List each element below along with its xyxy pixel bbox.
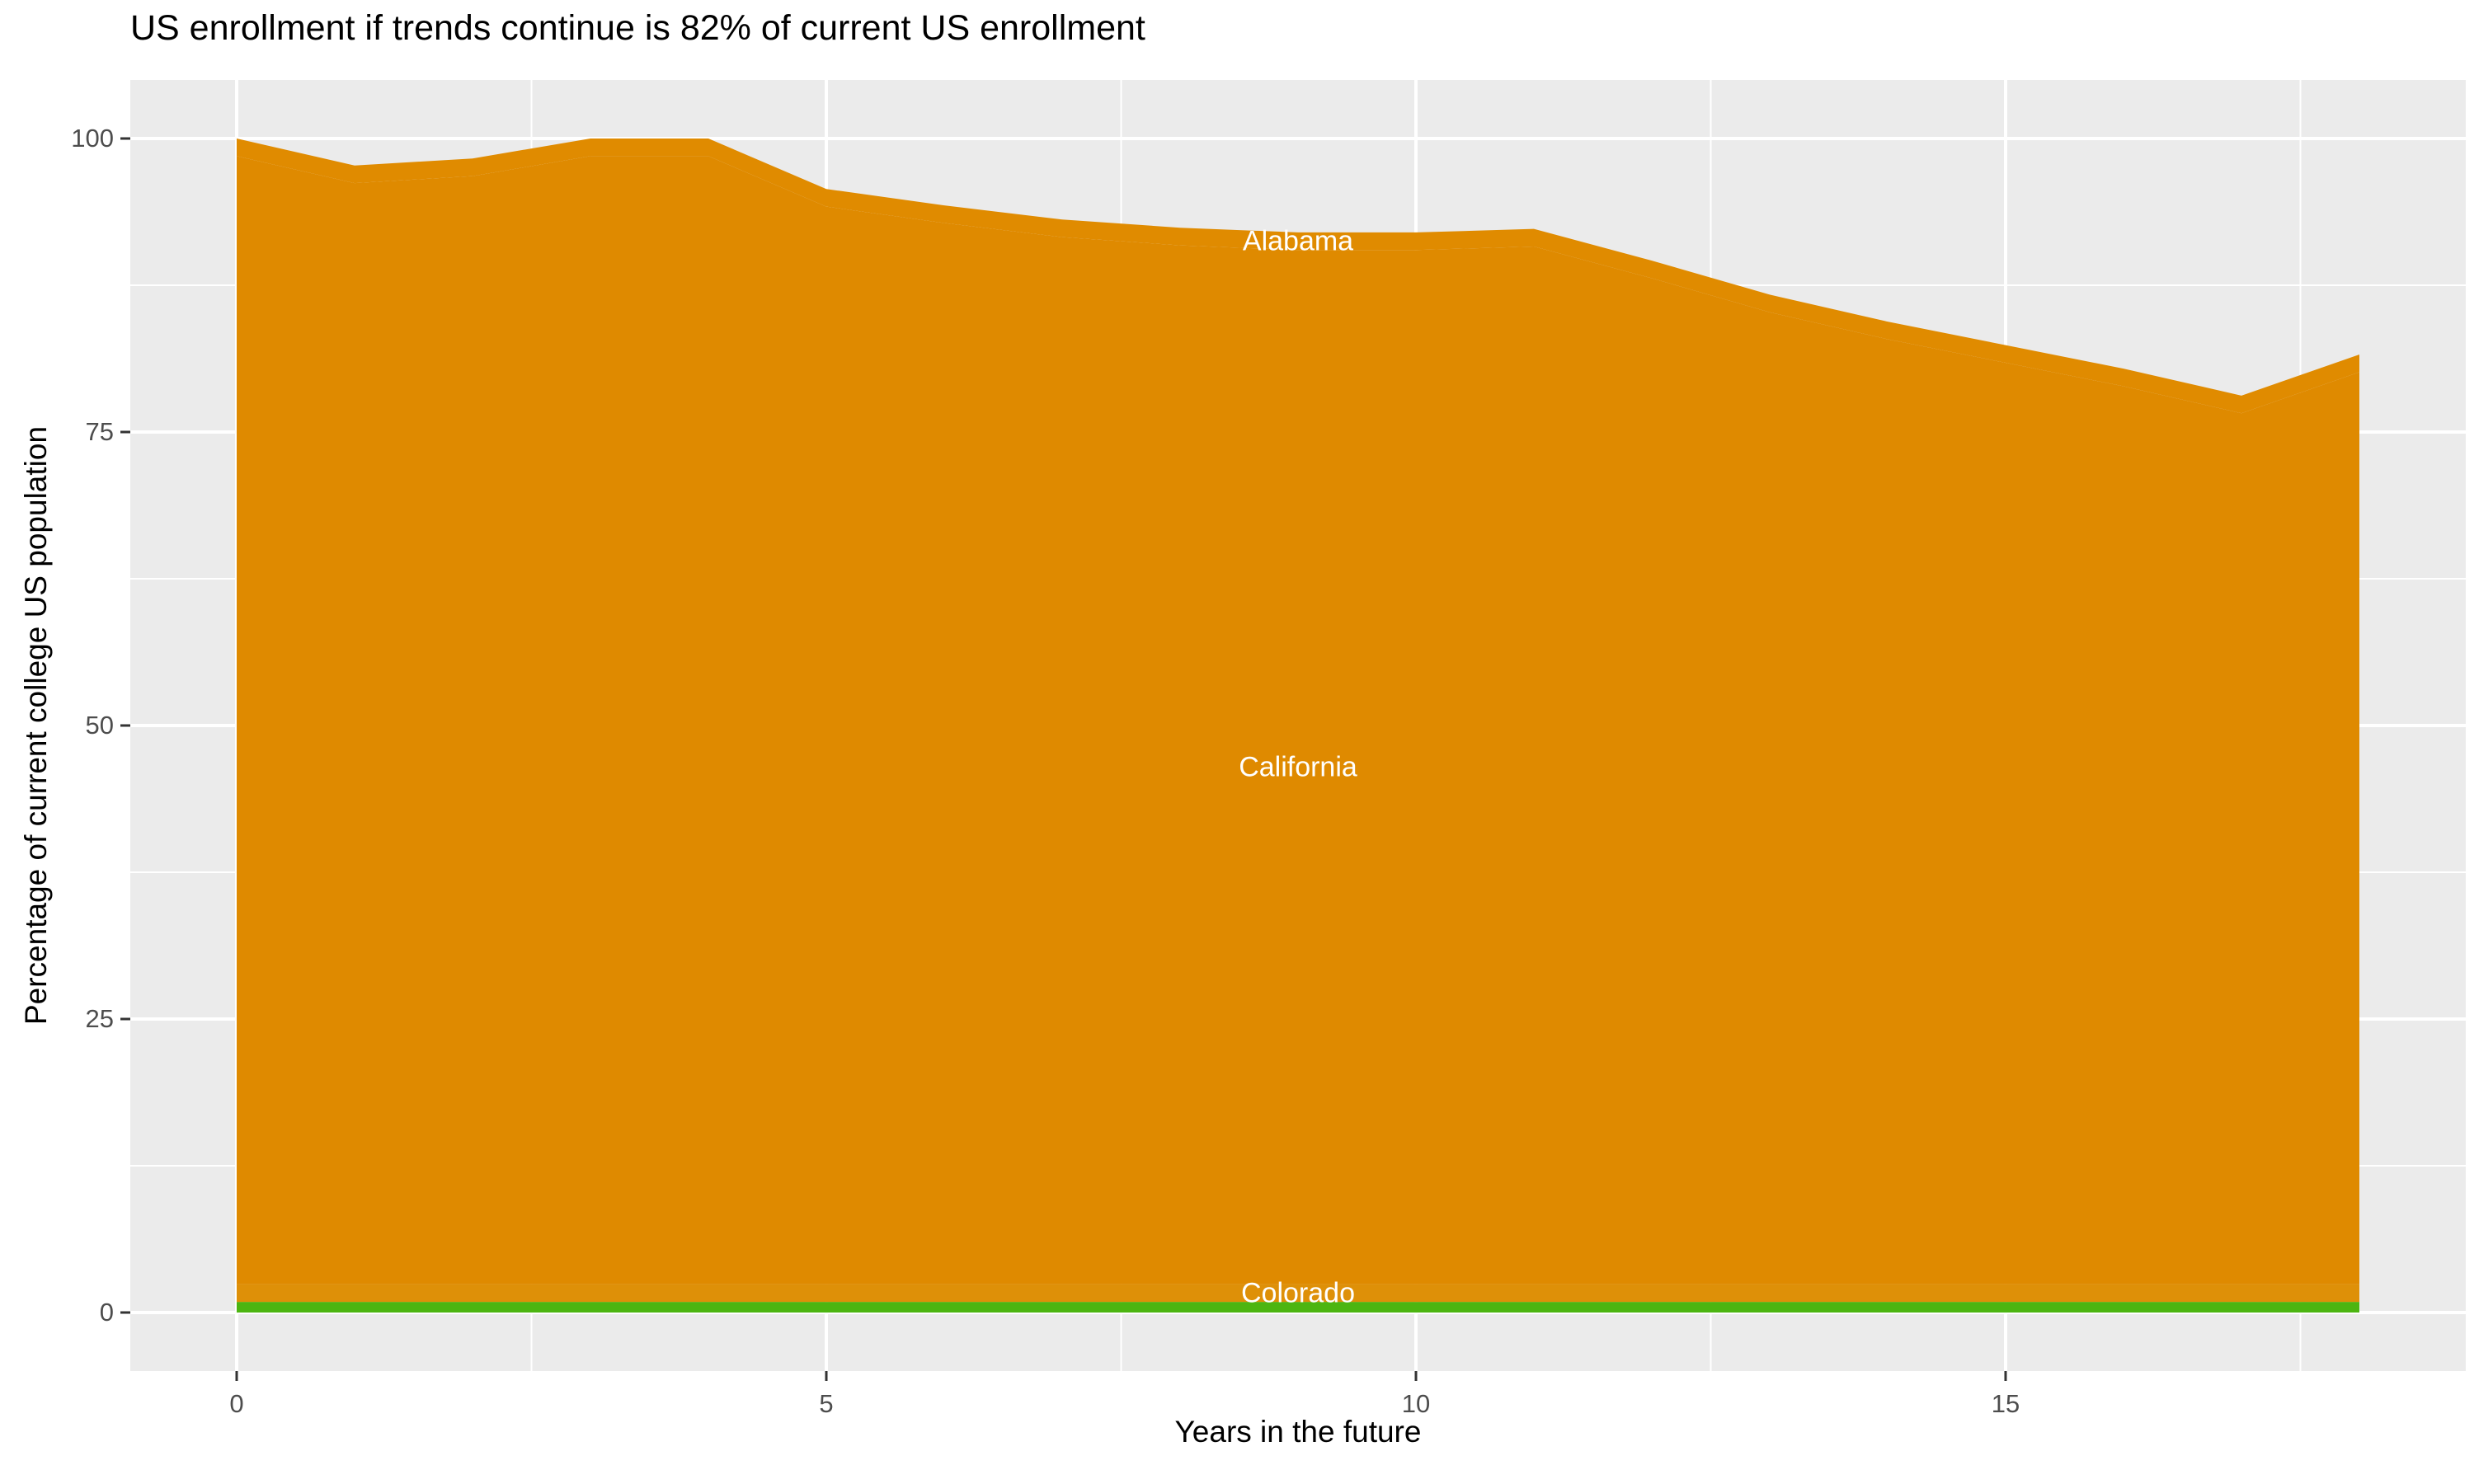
x-tick-mark [825, 1371, 828, 1381]
x-tick-label: 5 [819, 1389, 834, 1418]
y-tick-label: 100 [71, 124, 114, 153]
y-tick-mark [120, 1017, 130, 1021]
y-tick-label: 50 [85, 711, 114, 740]
x-tick-mark [2004, 1371, 2007, 1381]
y-tick-label: 75 [85, 417, 114, 446]
x-tick-label: 0 [229, 1389, 244, 1418]
area-series-alabama [237, 139, 2359, 414]
x-tick-label: 10 [1401, 1389, 1431, 1418]
x-tick-label: 15 [1991, 1389, 2020, 1418]
area-series-unlabeled [237, 1302, 2359, 1313]
area-series-colorado [237, 1284, 2359, 1303]
y-tick-mark [120, 1311, 130, 1314]
x-axis-title: Years in the future [1174, 1415, 1422, 1449]
y-tick-label: 25 [85, 1004, 114, 1033]
x-tick-mark [1414, 1371, 1418, 1381]
x-tick-mark [235, 1371, 238, 1381]
area-label-alabama: Alabama [1243, 226, 1353, 257]
area-series-california [237, 156, 2359, 1284]
page-title: US enrollment if trends continue is 82% … [130, 8, 1145, 48]
chart-panel: Colorado California Alabama [130, 80, 2466, 1371]
area-label-colorado: Colorado [1241, 1278, 1355, 1309]
y-tick-mark [120, 137, 130, 140]
y-tick-mark [120, 430, 130, 434]
y-tick-label: 0 [99, 1298, 114, 1327]
area-label-california: California [1239, 752, 1357, 783]
y-tick-mark [120, 724, 130, 727]
